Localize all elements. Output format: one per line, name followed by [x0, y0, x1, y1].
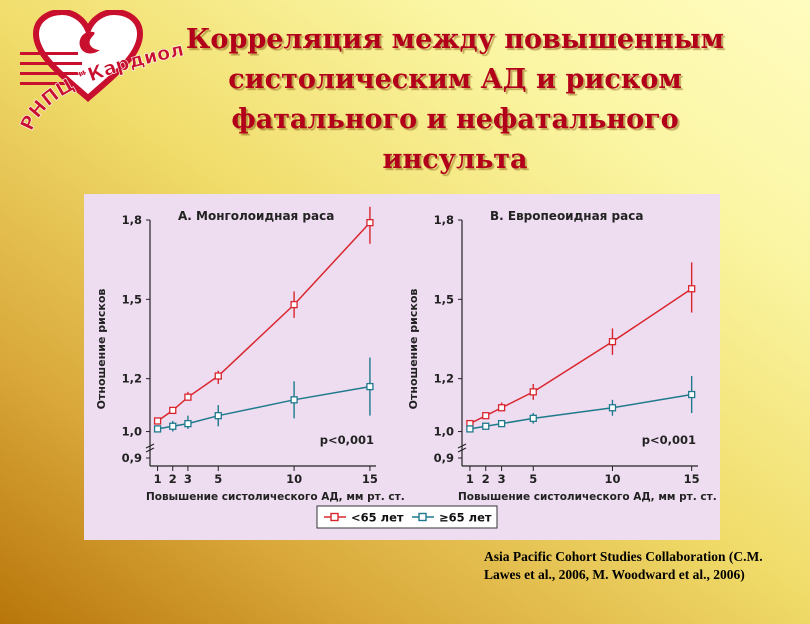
- heart-icon: [32, 10, 144, 102]
- chart-a-point-over65: [153, 425, 162, 433]
- chart-a-y-tick-label: 1,0: [122, 425, 142, 439]
- legend-under65-label: <65 лет: [351, 511, 404, 525]
- chart-a-axis-break: [145, 447, 155, 453]
- legend-over65-marker: [418, 512, 427, 522]
- chart-b-x-tick-label: 15: [684, 472, 700, 486]
- chart-b-point-over65: [529, 414, 537, 422]
- chart-b-y-tick-label: 1,5: [434, 292, 454, 306]
- chart-a-y-label: Отношение рисков: [95, 289, 108, 410]
- chart-b-y-tick-label: 1,2: [434, 372, 454, 386]
- legend-under65-marker: [330, 512, 339, 522]
- chart-b-x-tick-label: 5: [529, 472, 537, 486]
- citation: Asia Pacific Cohort Studies Collaboratio…: [484, 549, 763, 582]
- chart-a-y-tick-label: 1,2: [122, 372, 142, 386]
- chart-b-point-over65: [688, 390, 696, 399]
- chart-b-point-over65: [497, 419, 506, 428]
- chart-a-x-tick-label: 2: [169, 472, 177, 486]
- chart-b-y-tick-label: 1,8: [434, 213, 454, 227]
- chart-b-x-tick-label: 10: [604, 472, 620, 486]
- chart-a-y-tick-label: 1,8: [122, 213, 142, 227]
- chart-b-point-over65: [466, 425, 474, 433]
- chart-a-point-under65: [366, 218, 374, 227]
- chart-b-x-tick-label: 2: [482, 472, 490, 486]
- chart-b-axis-break: [457, 447, 467, 453]
- chart-b-p-value: p<0,001: [642, 433, 696, 447]
- chart-b-point-over65: [482, 422, 490, 430]
- chart-a-point-under65: [169, 406, 177, 415]
- chart-panel: <65 лет ≥65 лет 0,9 1,0 1,2 1,5 1,8 1 2 3 5 10 15 А…: [84, 194, 720, 540]
- charts-svg: <65 лет ≥65 лет 0,91,01,21,51,81 2 3 5 10 15А…: [95, 206, 717, 529]
- chart-a-x-tick-label: 3: [184, 472, 192, 486]
- legend-box: [316, 505, 498, 529]
- chart-a-axis-break: [145, 443, 155, 449]
- chart-a-p-value: p<0,001: [320, 433, 374, 447]
- chart-a-point-over65: [290, 396, 298, 404]
- chart-b-y-tick-label: 0,9: [434, 451, 454, 465]
- chart-a-point-under65: [153, 417, 162, 425]
- chart-b-y-tick-label: 1,0: [434, 425, 454, 439]
- chart-b-line-under65: [469, 288, 693, 425]
- chart-a-x-tick-label: 1: [154, 472, 162, 486]
- chart-b-point-under65: [688, 285, 696, 293]
- chart-b-y-label: Отношение рисков: [407, 289, 420, 410]
- chart-b-title: В. Европеоидная раса: [490, 209, 643, 223]
- chart-a-point-over65: [184, 419, 192, 428]
- chart-b-point-under65: [529, 388, 537, 396]
- chart-a-x-label: Повышение систолического АД, мм рт. ст.: [146, 491, 405, 503]
- chart-b-point-under65: [497, 404, 506, 412]
- chart-b-x-tick-label: 1: [466, 472, 474, 486]
- chart-b-point-under65: [482, 412, 490, 420]
- chart-a-y-tick-label: 1,5: [122, 292, 142, 306]
- chart-a-point-over65: [214, 412, 222, 420]
- chart-a-line-under65: [157, 222, 371, 422]
- chart-b-x-tick-label: 3: [498, 472, 506, 486]
- chart-a-point-over65: [366, 382, 374, 391]
- chart-a-point-under65: [184, 393, 192, 401]
- chart-b-axis-break: [457, 443, 467, 449]
- chart-a-point-over65: [169, 422, 177, 430]
- chart-b-point-under65: [608, 337, 617, 346]
- chart-b-x-label: Повышение систолического АД, мм рт. ст.: [458, 491, 717, 503]
- chart-a-point-under65: [290, 300, 298, 309]
- rnpc-cardiology-logo: РНПЦ "Кардиология": [18, 10, 186, 134]
- chart-a-y-tick-label: 0,9: [122, 451, 142, 465]
- chart-b-point-over65: [608, 404, 617, 412]
- slide-title: Корреляция между повышенным систолически…: [185, 24, 725, 175]
- legend-over65-label: ≥65 лет: [439, 511, 492, 525]
- chart-a-x-tick-label: 5: [214, 472, 222, 486]
- chart-a-title: А. Монголоидная раса: [178, 209, 334, 223]
- chart-a-x-tick-label: 10: [286, 472, 302, 486]
- chart-a-point-under65: [214, 372, 222, 380]
- chart-a-x-tick-label: 15: [362, 472, 378, 486]
